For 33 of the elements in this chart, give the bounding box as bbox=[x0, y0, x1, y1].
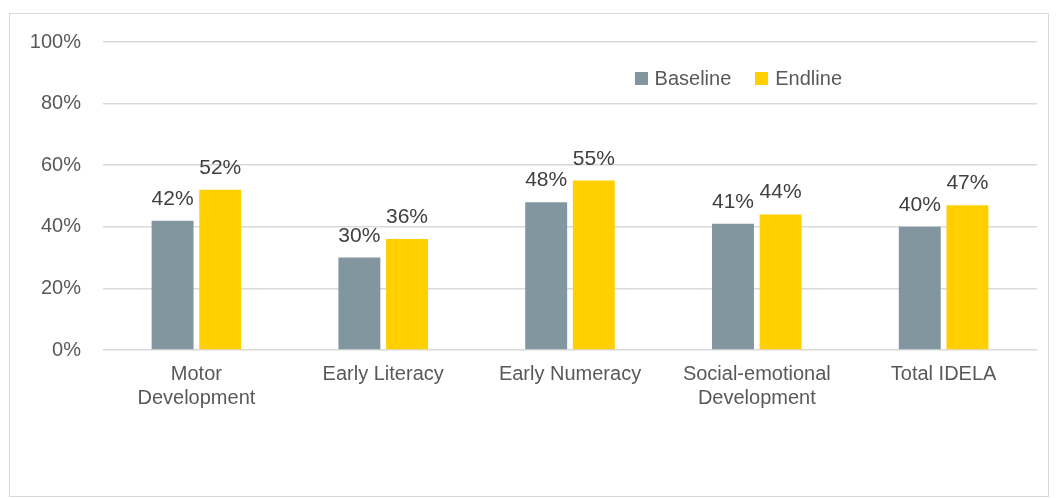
data-label: 30% bbox=[338, 222, 381, 246]
x-tick-label: Motor Development bbox=[137, 361, 256, 408]
data-label: 48% bbox=[525, 167, 568, 191]
bar bbox=[525, 202, 568, 350]
data-label: 52% bbox=[199, 154, 242, 178]
y-tick-label: 40% bbox=[40, 214, 82, 237]
y-tick-label: 100% bbox=[29, 29, 82, 52]
x-tick-label: Early Numeracy bbox=[498, 361, 642, 384]
y-tick-label: 60% bbox=[40, 152, 82, 175]
legend-label: Baseline bbox=[654, 67, 732, 90]
bar bbox=[199, 189, 242, 350]
data-label: 40% bbox=[898, 191, 941, 215]
data-label: 36% bbox=[386, 204, 429, 228]
bar bbox=[898, 226, 941, 350]
bar bbox=[338, 257, 381, 350]
bar bbox=[572, 180, 615, 350]
bar bbox=[386, 239, 428, 350]
y-tick-label: 20% bbox=[40, 275, 82, 298]
data-label: 44% bbox=[759, 179, 802, 203]
x-tick-label: Social-emotional Development bbox=[682, 361, 831, 408]
bar bbox=[946, 205, 989, 350]
data-label: 47% bbox=[946, 170, 989, 194]
y-tick-label: 0% bbox=[52, 337, 82, 360]
x-tick-label: Total IDELA bbox=[890, 361, 998, 384]
bar bbox=[151, 220, 194, 350]
data-label: 42% bbox=[151, 185, 194, 209]
legend-label: Endline bbox=[775, 67, 842, 90]
data-label: 41% bbox=[711, 188, 754, 212]
bar bbox=[759, 214, 802, 350]
bar bbox=[712, 223, 754, 350]
y-tick-label: 80% bbox=[40, 91, 82, 114]
data-label: 55% bbox=[572, 145, 615, 169]
x-tick-label: Early Literacy bbox=[322, 361, 444, 384]
